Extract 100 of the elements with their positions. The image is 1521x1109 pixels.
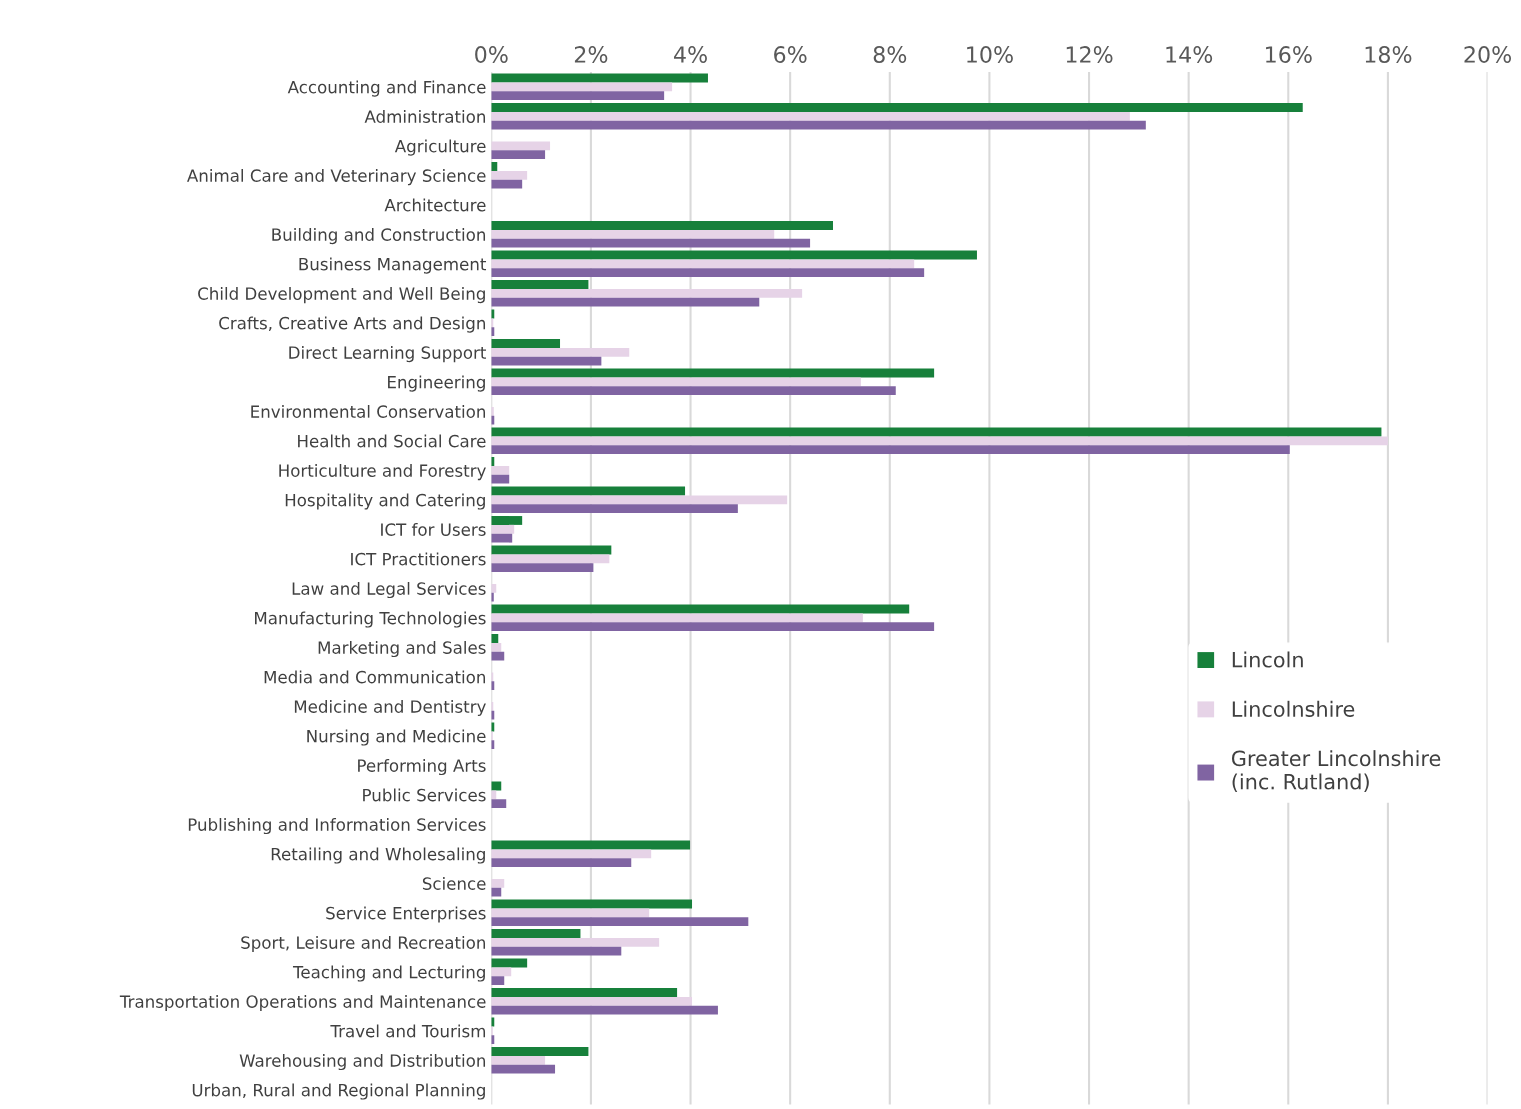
- y-tick-label: Health and Social Care: [298, 434, 486, 448]
- bar: [491, 545, 612, 555]
- bar: [491, 946, 622, 956]
- bar: [491, 495, 788, 505]
- bar: [491, 1047, 589, 1056]
- y-tick-label: Child Development and Well Being: [198, 287, 485, 304]
- bar: [491, 179, 523, 189]
- bar: [491, 356, 602, 366]
- bar: [491, 967, 512, 977]
- bar: [491, 259, 915, 269]
- bar: [491, 554, 610, 564]
- y-tick-label: Warehousing and Distribution: [239, 1053, 486, 1071]
- bar: [491, 368, 935, 378]
- bar: [491, 988, 678, 997]
- bar: [491, 524, 515, 534]
- bar: [491, 250, 977, 260]
- x-tick-label: 8%: [873, 46, 907, 63]
- bar: [491, 445, 1290, 455]
- bar: [491, 878, 505, 888]
- bar: [491, 937, 660, 947]
- y-tick-label: Accounting and Finance: [287, 80, 486, 97]
- y-tick-label: Hospitality and Catering: [285, 493, 485, 510]
- y-tick-label: Animal Care and Veterinary Science: [187, 169, 486, 186]
- y-tick-label: Engineering: [388, 375, 485, 392]
- bar: [491, 339, 561, 348]
- legend-label: Greater Lincolnshire (inc. Rutland): [1231, 750, 1441, 793]
- bar: [491, 642, 502, 652]
- bar: [491, 604, 910, 614]
- y-tick-label: Administration: [364, 110, 486, 123]
- bar: [491, 170, 528, 180]
- y-tick-label: Media and Communication: [264, 670, 486, 684]
- x-tick-label: 2%: [574, 46, 608, 63]
- bar: [491, 613, 863, 623]
- bar: [491, 150, 546, 160]
- bar: [491, 73, 708, 83]
- bar: [491, 504, 738, 514]
- bar: [491, 917, 749, 927]
- x-tick-label: 10%: [967, 46, 1013, 63]
- bar: [491, 377, 861, 387]
- x-tick-label: 16%: [1266, 46, 1312, 63]
- y-tick-label: Sport, Leisure and Recreation: [241, 935, 485, 953]
- bar: [491, 1005, 718, 1015]
- bar: [491, 280, 589, 289]
- bar: [491, 436, 1388, 446]
- y-tick-label: Retailing and Wholesaling: [271, 847, 485, 864]
- y-tick-label: Teaching and Lecturing: [292, 965, 485, 982]
- bar: [491, 465, 510, 475]
- y-tick-label: Business Management: [299, 257, 487, 274]
- bar: [491, 486, 686, 496]
- y-tick-label: Transportation Operations and Maintenance: [119, 994, 486, 1012]
- legend-label: Lincolnshire: [1232, 700, 1355, 717]
- y-tick-label: Law and Legal Services: [292, 581, 486, 599]
- y-tick-label: Service Enterprises: [326, 906, 486, 923]
- bar: [491, 427, 1382, 437]
- bar: [491, 347, 630, 357]
- y-tick-label: Agriculture: [394, 139, 486, 156]
- bar: [491, 103, 1303, 112]
- bar: [491, 297, 760, 307]
- x-tick-label: 12%: [1066, 46, 1113, 63]
- bar: [491, 229, 775, 239]
- bar: [491, 563, 594, 573]
- bar: [491, 799, 507, 809]
- bar: [491, 474, 510, 484]
- y-tick-label: Public Services: [363, 788, 486, 802]
- bar: [491, 82, 673, 92]
- y-tick-label: Architecture: [384, 198, 486, 212]
- bar: [491, 288, 803, 298]
- bar: [491, 111, 1130, 121]
- legend-label: Lincoln: [1232, 651, 1303, 668]
- bar: [491, 858, 632, 868]
- y-tick-label: Marketing and Sales: [318, 640, 486, 658]
- y-tick-label: Direct Learning Support: [289, 346, 487, 363]
- y-tick-label: Environmental Conservation: [251, 405, 486, 418]
- bar: [491, 849, 652, 859]
- y-tick-label: ICT Practitioners: [351, 552, 486, 566]
- y-tick-label: Publishing and Information Services: [188, 817, 486, 835]
- y-tick-label: Performing Arts: [358, 758, 486, 776]
- bar: [491, 1055, 546, 1065]
- x-tick-label: 14%: [1166, 46, 1213, 63]
- y-tick-label: Science: [422, 876, 486, 890]
- bar: [491, 516, 523, 525]
- bar: [491, 651, 505, 661]
- y-tick-label: Horticulture and Forestry: [279, 463, 486, 481]
- bar: [491, 887, 502, 897]
- x-tick-label: 18%: [1365, 46, 1412, 63]
- bar: [491, 533, 513, 543]
- y-tick-label: Building and Construction: [272, 228, 486, 245]
- y-tick-label: Manufacturing Technologies: [255, 611, 486, 628]
- bar: [491, 221, 833, 230]
- bar: [491, 1064, 556, 1074]
- bar: [491, 268, 925, 278]
- x-tick-label: 20%: [1464, 46, 1512, 63]
- bar: [491, 840, 691, 850]
- y-tick-label: Crafts, Creative Arts and Design: [219, 316, 486, 333]
- y-tick-label: Travel and Tourism: [330, 1024, 486, 1038]
- y-tick-label: Medicine and Dentistry: [294, 699, 486, 717]
- bar: [491, 91, 665, 101]
- x-tick-label: 4%: [673, 46, 707, 63]
- bar: [491, 622, 935, 632]
- bar: [491, 386, 896, 396]
